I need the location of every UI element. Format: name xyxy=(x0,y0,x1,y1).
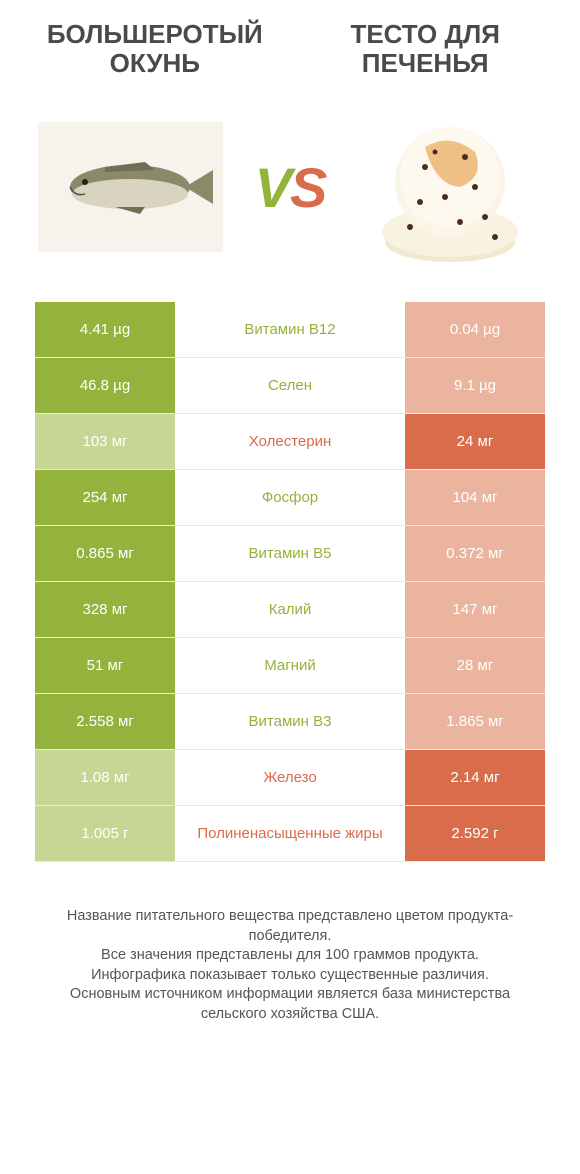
left-value: 103 мг xyxy=(35,414,175,469)
left-value: 0.865 мг xyxy=(35,526,175,581)
right-value: 104 мг xyxy=(405,470,545,525)
table-row: 1.005 гПолиненасыщенные жиры2.592 г xyxy=(35,806,545,862)
nutrient-name: Калий xyxy=(175,582,405,637)
vs-s: S xyxy=(290,156,325,219)
table-row: 4.41 µgВитамин B120.04 µg xyxy=(35,302,545,358)
title-right: ТЕСТО ДЛЯ ПЕЧЕНЬЯ xyxy=(300,20,550,77)
title-left: БОЛЬШЕРОТЫЙ ОКУНЬ xyxy=(30,20,280,77)
image-right xyxy=(350,102,550,272)
left-value: 4.41 µg xyxy=(35,302,175,357)
left-value: 1.08 мг xyxy=(35,750,175,805)
vs-v: V xyxy=(255,156,290,219)
nutrient-name: Витамин B5 xyxy=(175,526,405,581)
right-value: 0.372 мг xyxy=(405,526,545,581)
left-value: 1.005 г xyxy=(35,806,175,861)
right-value: 1.865 мг xyxy=(405,694,545,749)
table-row: 103 мгХолестерин24 мг xyxy=(35,414,545,470)
comparison-table: 4.41 µgВитамин B120.04 µg46.8 µgСелен9.1… xyxy=(35,302,545,862)
table-row: 254 мгФосфор104 мг xyxy=(35,470,545,526)
right-value: 2.14 мг xyxy=(405,750,545,805)
table-row: 2.558 мгВитамин B31.865 мг xyxy=(35,694,545,750)
table-row: 0.865 мгВитамин B50.372 мг xyxy=(35,526,545,582)
footnote-line: Основным источником информации является … xyxy=(40,985,540,1024)
image-left xyxy=(30,102,230,272)
right-value: 24 мг xyxy=(405,414,545,469)
right-value: 9.1 µg xyxy=(405,358,545,413)
images-row: VS xyxy=(30,97,550,277)
right-value: 0.04 µg xyxy=(405,302,545,357)
vs-badge: VS xyxy=(255,155,326,220)
footnote-line: Инфографика показывает только существенн… xyxy=(40,966,540,986)
footnote: Название питательного вещества представл… xyxy=(30,907,550,1024)
left-value: 51 мг xyxy=(35,638,175,693)
nutrient-name: Магний xyxy=(175,638,405,693)
table-row: 51 мгМагний28 мг xyxy=(35,638,545,694)
nutrient-name: Холестерин xyxy=(175,414,405,469)
nutrient-name: Фосфор xyxy=(175,470,405,525)
nutrient-name: Селен xyxy=(175,358,405,413)
right-value: 28 мг xyxy=(405,638,545,693)
left-value: 46.8 µg xyxy=(35,358,175,413)
table-row: 46.8 µgСелен9.1 µg xyxy=(35,358,545,414)
footnote-line: Название питательного вещества представл… xyxy=(40,907,540,946)
table-row: 1.08 мгЖелезо2.14 мг xyxy=(35,750,545,806)
footnote-line: Все значения представлены для 100 граммо… xyxy=(40,946,540,966)
left-value: 2.558 мг xyxy=(35,694,175,749)
table-row: 328 мгКалий147 мг xyxy=(35,582,545,638)
left-value: 328 мг xyxy=(35,582,175,637)
fish-icon xyxy=(45,152,215,222)
nutrient-name: Железо xyxy=(175,750,405,805)
nutrient-name: Полиненасыщенные жиры xyxy=(175,806,405,861)
right-value: 147 мг xyxy=(405,582,545,637)
nutrient-name: Витамин B12 xyxy=(175,302,405,357)
right-value: 2.592 г xyxy=(405,806,545,861)
icecream-icon xyxy=(365,107,535,267)
left-value: 254 мг xyxy=(35,470,175,525)
nutrient-name: Витамин B3 xyxy=(175,694,405,749)
